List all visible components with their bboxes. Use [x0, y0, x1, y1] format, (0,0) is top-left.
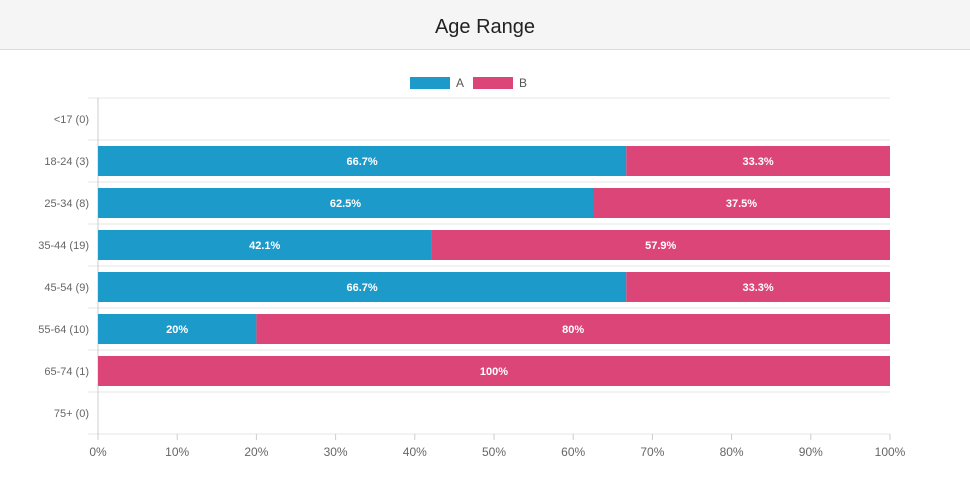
bar-segment-b: [98, 356, 890, 386]
bar-data-label: 42.1%: [249, 240, 280, 252]
x-tick-label: 30%: [324, 445, 348, 459]
x-tick-label: 0%: [89, 445, 107, 459]
bar-data-label: 62.5%: [330, 198, 361, 210]
x-tick-label: 60%: [561, 445, 585, 459]
bar-data-label: 57.9%: [645, 240, 676, 252]
chart-header: Age Range: [0, 0, 970, 50]
bar-segment-b: [593, 188, 890, 218]
bar-segment-a: [98, 230, 432, 260]
bar-segment-a: [98, 314, 257, 344]
bar-data-label: 80%: [562, 324, 584, 336]
y-category-label: 65-74 (1): [44, 366, 89, 378]
y-category-label: 35-44 (19): [38, 240, 89, 252]
bar-data-label: 66.7%: [347, 282, 378, 294]
bar-segment-a: [98, 272, 627, 302]
y-category-label: 18-24 (3): [44, 156, 89, 168]
bar-segment-b: [256, 314, 890, 344]
legend-label-b: B: [519, 76, 527, 90]
bar-data-label: 20%: [166, 324, 188, 336]
x-tick-label: 10%: [165, 445, 189, 459]
legend-swatch-a: [410, 77, 450, 89]
chart-title: Age Range: [434, 16, 536, 38]
x-tick-label: 20%: [244, 445, 268, 459]
y-category-label: 55-64 (10): [38, 324, 89, 336]
bar-data-label: 33.3%: [743, 282, 774, 294]
x-tick-label: 70%: [640, 445, 664, 459]
bar-segment-b: [431, 230, 890, 260]
legend-swatch-b: [473, 77, 513, 89]
y-category-label: 45-54 (9): [44, 282, 89, 294]
bar-segment-a: [98, 146, 627, 176]
bar-segment-a: [98, 188, 593, 218]
stacked-bar-chart: A B 0% 10% 20% 30% 40% 50% 60% 70% 80% 90% 100% <17 (…: [38, 76, 906, 459]
y-category-label: <17 (0): [54, 114, 89, 126]
bar-data-label: 100%: [480, 366, 508, 378]
x-tick-label: 50%: [482, 445, 506, 459]
x-tick-label: 40%: [403, 445, 427, 459]
bar-segment-b: [626, 272, 890, 302]
bar-data-label: 33.3%: [743, 156, 774, 168]
x-tick-label: 80%: [720, 445, 744, 459]
x-tick-label: 100%: [875, 445, 906, 459]
x-tick-label: 90%: [799, 445, 823, 459]
legend-label-a: A: [456, 76, 464, 90]
bar-segment-b: [626, 146, 890, 176]
bar-data-label: 37.5%: [726, 198, 757, 210]
bar-data-label: 66.7%: [347, 156, 378, 168]
y-category-label: 75+ (0): [54, 408, 89, 420]
y-category-label: 25-34 (8): [44, 198, 89, 210]
